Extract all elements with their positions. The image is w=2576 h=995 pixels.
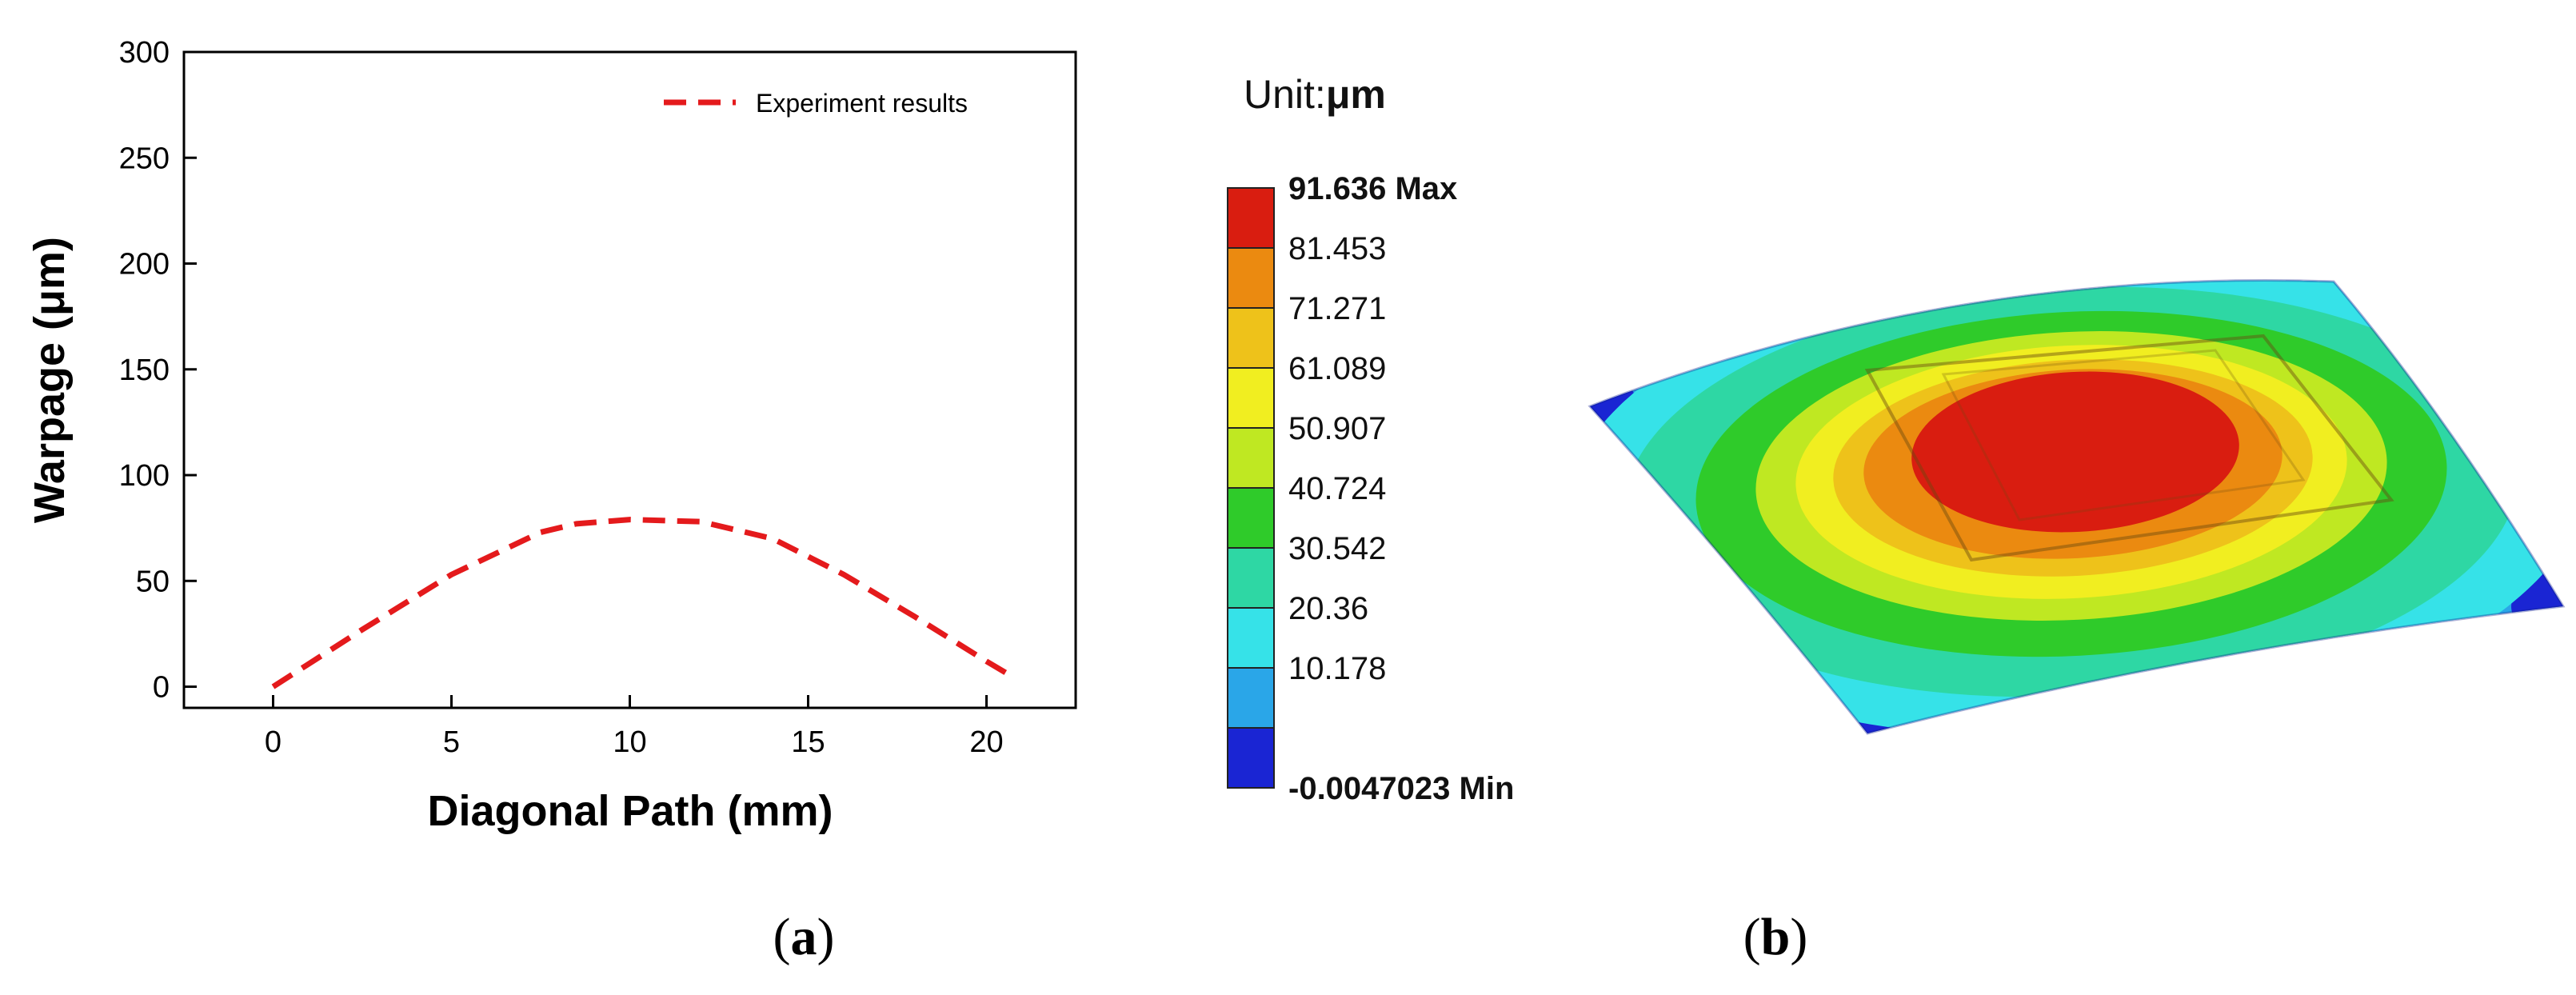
colorbar-label: 50.907 — [1288, 411, 1386, 446]
caption-b-letter: b — [1761, 908, 1791, 966]
colorbar-label: 10.178 — [1288, 651, 1386, 686]
y-tick-label: 0 — [153, 671, 170, 705]
colorbar-title: Unit:μm — [1244, 72, 1386, 117]
caption-b-open: ( — [1743, 908, 1761, 966]
y-tick-label: 250 — [119, 142, 170, 175]
colorbar-labels: 91.636 Max 81.453 71.271 61.089 50.907 40.724… — [1288, 171, 1514, 806]
colorbar-label: 81.453 — [1288, 231, 1386, 266]
caption-b: (b) — [1743, 908, 1808, 966]
colorbar-swatch — [1227, 307, 1275, 369]
die-outline — [1864, 334, 2394, 562]
colorbar-swatch — [1227, 367, 1275, 429]
colorbar-swatch — [1227, 667, 1275, 729]
colorbar: Unit:μm 91.636 Max 81.453 71.271 61.089 50.9… — [1227, 72, 1514, 806]
legend-label: Experiment results — [756, 89, 968, 118]
y-axis-title: Warpage (μm) — [26, 237, 74, 523]
colorbar-swatch — [1227, 487, 1275, 549]
colorbar-title-unit: μm — [1326, 72, 1386, 117]
x-axis-title: Diagonal Path (mm) — [427, 787, 833, 835]
legend: Experiment results — [664, 89, 968, 118]
x-tick-label: 10 — [613, 725, 646, 759]
series-layer — [271, 517, 1016, 689]
colorbar-label: 20.36 — [1288, 591, 1368, 626]
caption-a-close: ) — [817, 908, 835, 966]
y-tick-label: 150 — [119, 354, 170, 387]
warpage-contour-plot — [1588, 278, 2566, 735]
x-tick-label: 5 — [443, 725, 460, 759]
series-line — [271, 517, 1016, 689]
colorbar-label: 40.724 — [1288, 471, 1386, 506]
colorbar-swatch — [1227, 547, 1275, 609]
x-axis-ticks: 0 5 10 15 20 — [265, 695, 1004, 759]
colorbar-label: 30.542 — [1288, 531, 1386, 566]
die-inner-outline — [1941, 349, 2306, 521]
y-tick-label: 50 — [136, 565, 170, 598]
caption-a: (a) — [773, 908, 835, 966]
plot-frame — [182, 50, 1077, 709]
y-axis-ticks: 0 50 100 150 200 250 300 — [119, 36, 197, 705]
caption-a-letter: a — [791, 908, 817, 966]
y-tick-label: 100 — [119, 459, 170, 493]
x-tick-label: 20 — [969, 725, 1003, 759]
colorbar-label: 71.271 — [1288, 291, 1386, 326]
colorbar-title-prefix: Unit: — [1244, 72, 1326, 117]
x-tick-label: 0 — [265, 725, 282, 759]
colorbar-label: 91.636 Max — [1288, 171, 1457, 206]
colorbar-label: -0.0047023 Min — [1288, 771, 1514, 806]
caption-a-open: ( — [773, 908, 791, 966]
y-tick-label: 200 — [119, 248, 170, 282]
colorbar-swatches — [1227, 187, 1275, 789]
contour-band-max — [1911, 371, 2239, 533]
colorbar-swatch — [1227, 727, 1275, 789]
colorbar-swatch — [1227, 427, 1275, 489]
warpage-chart: 0 50 100 150 200 250 300 0 5 10 15 20 Experiment r… — [26, 36, 1077, 835]
y-tick-label: 300 — [119, 36, 170, 70]
plate-edge — [1588, 278, 2566, 735]
x-tick-label: 15 — [791, 725, 825, 759]
colorbar-swatch — [1227, 187, 1275, 249]
colorbar-swatch — [1227, 607, 1275, 669]
colorbar-label: 61.089 — [1288, 351, 1386, 386]
caption-b-close: ) — [1790, 908, 1807, 966]
colorbar-swatch — [1227, 247, 1275, 309]
